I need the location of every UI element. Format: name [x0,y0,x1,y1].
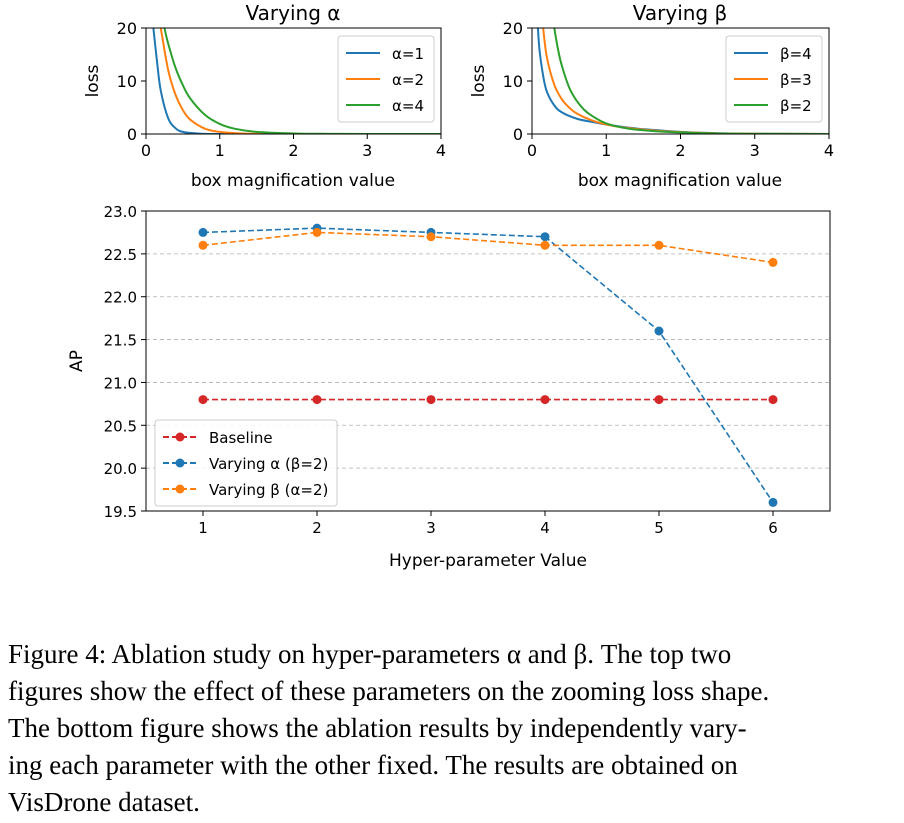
y-tick-label: 22.0 [104,289,137,307]
legend-label: α=1 [392,45,424,63]
chart-varying-beta: Varying β 0 1 2 3 4 0 10 20 box magnification … [469,1,834,191]
caption-line: Figure 4: Ablation study on hyper-parame… [8,639,732,669]
caption-line: The bottom figure shows the ablation res… [8,713,747,743]
data-point [654,395,664,405]
legend-label: β=2 [780,97,812,115]
x-axis-label: Hyper-parameter Value [389,551,587,571]
legend-label: α=4 [392,97,424,115]
x-tick-label: 3 [362,141,372,160]
data-point [768,257,778,267]
chart-title: Varying β [633,1,728,25]
y-tick-label: 20 [117,19,137,38]
data-point [654,240,664,250]
y-axis-label: AP [67,350,87,372]
data-point [198,240,208,250]
legend: Baseline Varying α (β=2) Varying β (α=2) [154,419,338,507]
y-tick-label: 10 [503,72,523,91]
y-tick-label: 20.0 [104,460,137,478]
y-tick-label: 20.5 [104,417,137,435]
plot-frame [145,210,831,512]
x-tick-label: 4 [540,519,550,537]
data-point [540,240,550,250]
legend-label: Varying α (β=2) [209,455,328,473]
data-point [654,326,664,336]
data-point [312,227,322,237]
legend-box [725,35,823,123]
x-tick-label: 2 [675,141,685,160]
caption-line: VisDrone dataset. [8,787,200,817]
legend-marker [175,458,185,468]
data-point [540,395,550,405]
x-tick-label: 5 [654,519,664,537]
data-point [426,232,436,242]
series-line [152,28,441,134]
y-tick-label: 0 [127,125,137,144]
legend: β=4 β=3 β=2 [725,35,823,123]
legend-label: Baseline [209,429,273,447]
series-line [202,231,774,264]
legend-label: α=2 [392,71,424,89]
y-tick-label: 23.0 [104,203,137,221]
legend-label: β=4 [780,45,812,63]
caption-line: figures show the effect of these paramet… [8,676,770,706]
series-line [202,227,774,503]
x-tick-label: 4 [436,141,446,160]
y-axis-label: loss [469,64,489,97]
x-tick-label: 6 [768,519,778,537]
y-tick-label: 21.0 [104,374,137,392]
data-point [198,227,208,237]
x-tick-label: 3 [426,519,436,537]
legend-label: β=3 [780,71,812,89]
x-tick-label: 2 [312,519,322,537]
y-tick-label: 10 [117,72,137,91]
legend-label: Varying β (α=2) [209,481,328,499]
x-axis-label: box magnification value [578,171,782,191]
x-tick-label: 3 [750,141,760,160]
y-tick-label: 22.5 [104,246,137,264]
legend-box [154,419,338,507]
chart-title: Varying α [246,1,341,25]
caption-line: ing each parameter with the other fixed.… [8,750,738,780]
legend: α=1 α=2 α=4 [337,35,435,123]
data-point [426,395,436,405]
x-tick-label: 2 [288,141,298,160]
y-axis-label: loss [83,64,103,97]
legend-marker [175,432,185,442]
legend-marker [175,484,185,494]
chart-varying-alpha: Varying α 0 1 2 3 4 0 10 20 box magnification … [83,1,446,191]
y-tick-label: 0 [513,125,523,144]
data-point [540,232,550,242]
data-point [198,395,208,405]
series-line [159,28,441,134]
data-point [768,497,778,507]
data-point [768,395,778,405]
legend-box [337,35,435,123]
x-tick-label: 1 [215,141,225,160]
y-tick-label: 21.5 [104,332,137,350]
x-tick-label: 0 [527,141,537,160]
figure-caption: Figure 4: Ablation study on hyper-parame… [8,636,892,821]
x-tick-label: 0 [141,141,151,160]
x-axis-label: box magnification value [191,171,395,191]
y-tick-label: 20 [503,19,523,38]
x-tick-label: 1 [601,141,611,160]
x-tick-label: 1 [198,519,208,537]
series-line [553,28,829,134]
y-tick-label: 19.5 [104,503,137,521]
x-tick-label: 4 [824,141,834,160]
data-point [312,395,322,405]
